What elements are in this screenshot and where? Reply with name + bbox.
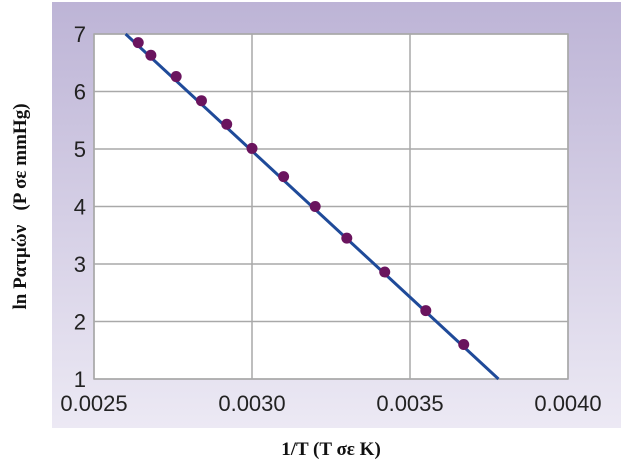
grid <box>93 33 569 380</box>
x-axis-title: 1/T (T σε K) <box>281 439 381 460</box>
data-point <box>309 201 321 212</box>
y-tick-label: 3 <box>74 252 86 277</box>
data-point <box>195 95 207 107</box>
y-tick-label: 7 <box>74 22 86 47</box>
y-tick-label: 1 <box>74 367 86 392</box>
y-tick-label: 4 <box>74 195 86 220</box>
y-tick-label: 6 <box>74 80 86 105</box>
x-tick-labels: 0.0025 0.0030 0.0035 0.0040 <box>60 391 601 416</box>
data-points <box>132 37 470 350</box>
data-point <box>132 37 144 49</box>
data-point <box>246 142 258 154</box>
y-axis-title: ln Pατμών (P σε mmHg) <box>10 103 31 309</box>
x-tick-label: 0.0035 <box>376 391 443 416</box>
x-tick-label: 0.0040 <box>534 391 601 416</box>
data-point <box>221 118 233 130</box>
y-tick-label: 2 <box>74 310 86 335</box>
data-point <box>420 305 432 317</box>
data-point <box>278 171 290 183</box>
data-point <box>170 71 182 83</box>
data-point <box>341 232 353 244</box>
data-point <box>145 49 157 61</box>
y-tick-label: 5 <box>74 137 86 162</box>
x-tick-label: 0.0030 <box>218 391 285 416</box>
x-tick-label: 0.0025 <box>60 391 127 416</box>
y-tick-labels: 1 2 3 4 5 6 7 <box>74 22 86 392</box>
data-point <box>458 339 470 350</box>
data-point <box>379 266 391 278</box>
